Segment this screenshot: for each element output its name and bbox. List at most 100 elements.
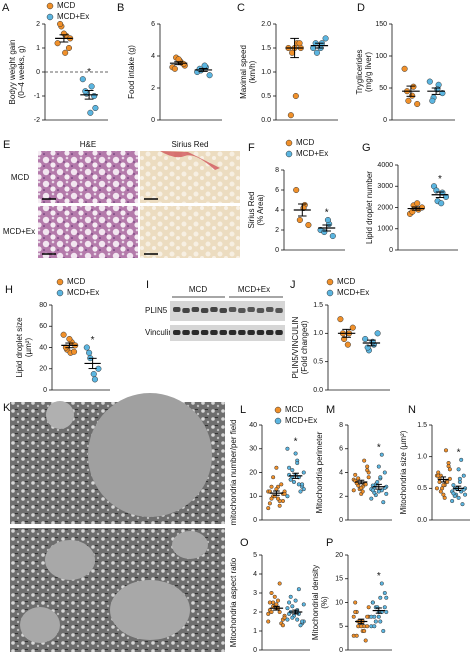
fibrosis-stain	[160, 151, 220, 170]
y-tick-label: 0	[275, 247, 279, 254]
data-point	[288, 594, 293, 599]
panel-label: K	[3, 402, 11, 414]
panel-label: L	[240, 404, 246, 416]
data-point	[293, 598, 298, 603]
data-point	[298, 489, 303, 494]
y-tick-label: 8	[275, 167, 279, 174]
data-point	[353, 472, 358, 477]
y-tick-label: 20	[249, 469, 257, 476]
data-point	[54, 40, 61, 47]
data-point	[324, 216, 331, 224]
significance: *	[91, 335, 95, 346]
y-tick-label: 0	[339, 647, 343, 654]
y-axis-label: PLIN5/VINCULIN	[291, 316, 300, 378]
y-axis-label: Mitochondrial density	[311, 565, 320, 640]
data-point	[382, 590, 387, 596]
row-label: MCD+Ex	[3, 227, 35, 236]
y-tick-label: 0	[339, 517, 343, 524]
data-point	[292, 92, 299, 100]
panel-label: I	[146, 279, 149, 291]
y-tick-label: 1.0	[261, 69, 271, 76]
histology-image	[38, 206, 138, 258]
band	[247, 330, 255, 335]
y-tick-label: 20	[39, 366, 47, 373]
legend-label: MCD	[67, 277, 85, 286]
data-point	[363, 638, 368, 643]
data-point	[337, 316, 344, 323]
data-point	[365, 624, 370, 629]
data-point	[266, 506, 271, 511]
data-point	[382, 470, 387, 475]
significance: *	[377, 571, 381, 582]
y-tick-label: -1	[34, 93, 40, 100]
data-point	[201, 62, 208, 69]
band	[266, 330, 274, 335]
band	[219, 308, 227, 313]
data-point	[451, 483, 456, 488]
y-axis-label: (mg/g liver)	[364, 52, 373, 92]
lipid-droplet	[46, 401, 74, 429]
data-point	[57, 20, 64, 28]
data-point	[379, 581, 384, 586]
significance: *	[325, 208, 329, 219]
y-tick-label: 0	[151, 117, 155, 124]
significance: *	[294, 436, 298, 447]
data-point	[382, 605, 387, 610]
y-axis-label: Sirius Red	[247, 192, 256, 229]
y-tick-label: 10	[249, 493, 257, 500]
y-tick-label: 40	[39, 344, 47, 351]
legend-marker	[46, 13, 54, 21]
y-tick-label: 0	[36, 69, 40, 76]
data-point	[275, 598, 281, 603]
data-point	[376, 464, 381, 469]
y-tick-label: 1.5	[313, 302, 323, 309]
data-point	[66, 335, 73, 343]
legend-marker	[56, 289, 64, 297]
data-point	[90, 371, 97, 378]
row-label: MCD	[11, 173, 29, 182]
data-point	[353, 609, 358, 615]
legend-label: MCD+Ex	[57, 12, 89, 21]
group-label: MCD	[189, 285, 207, 294]
data-point	[266, 611, 271, 616]
data-point	[290, 615, 295, 620]
data-point	[463, 492, 468, 497]
legend-label: MCD	[285, 405, 303, 414]
data-point	[362, 335, 369, 343]
data-point	[370, 600, 375, 605]
data-point	[414, 200, 421, 207]
data-point	[374, 330, 381, 337]
y-tick-label: 5	[253, 552, 257, 559]
panel-label: O	[240, 537, 249, 549]
y-tick-label: 80	[39, 302, 47, 309]
y-tick-label: 2	[339, 493, 343, 500]
y-axis-label: Bodyy weight gain	[8, 40, 17, 105]
data-point	[313, 49, 320, 56]
data-point	[293, 451, 298, 456]
data-point	[414, 100, 421, 108]
data-point	[410, 83, 417, 90]
data-point	[456, 495, 461, 500]
data-point	[91, 376, 98, 383]
panel-label: G	[362, 142, 371, 154]
y-tick-label: 6	[151, 21, 155, 28]
data-point	[301, 487, 306, 492]
data-point	[79, 76, 86, 83]
legend-marker	[326, 278, 334, 286]
y-tick-label: 4	[151, 53, 155, 60]
data-point	[360, 489, 365, 494]
y-axis-label: mitochondria number/per field	[229, 420, 238, 526]
data-point	[381, 500, 386, 505]
y-tick-label: 6	[275, 187, 279, 194]
data-point	[356, 476, 361, 481]
data-point	[351, 488, 356, 493]
y-axis-label: Tryglicerides	[355, 49, 364, 94]
data-point	[362, 628, 367, 634]
y-tick-label: 2000	[377, 204, 393, 211]
band	[266, 307, 274, 312]
y-axis-label: (µm²)	[24, 338, 33, 358]
legend-label: MCD	[57, 1, 75, 10]
data-point	[288, 477, 293, 482]
y-tick-label: 4	[275, 207, 279, 214]
data-point	[456, 467, 461, 472]
